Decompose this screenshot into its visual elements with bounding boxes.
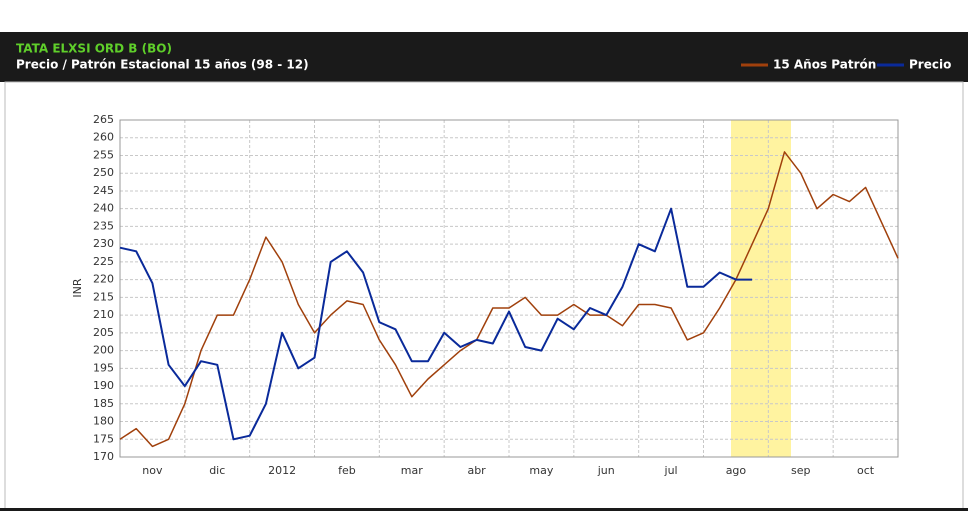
x-tick-label: jul bbox=[664, 464, 678, 477]
y-tick-label: 170 bbox=[93, 450, 114, 463]
y-tick-label: 240 bbox=[93, 202, 114, 215]
chart-title: TATA ELXSI ORD B (BO) bbox=[16, 42, 172, 56]
x-tick-label: ago bbox=[726, 464, 747, 477]
y-tick-label: 245 bbox=[93, 184, 114, 197]
y-tick-label: 255 bbox=[93, 148, 114, 161]
panel bbox=[4, 81, 964, 511]
chart-subtitle: Precio / Patrón Estacional 15 años (98 -… bbox=[16, 58, 309, 72]
x-tick-label: 2012 bbox=[268, 464, 296, 477]
footer-bar bbox=[0, 508, 968, 511]
x-tick-label: nov bbox=[142, 464, 163, 477]
legend-label: 15 Años Patrón bbox=[773, 58, 876, 72]
y-tick-label: 260 bbox=[93, 131, 114, 144]
y-tick-label: 250 bbox=[93, 166, 114, 179]
y-tick-label: 190 bbox=[93, 379, 114, 392]
y-tick-label: 180 bbox=[93, 415, 114, 428]
y-tick-label: 265 bbox=[93, 113, 114, 126]
series-line bbox=[119, 207, 753, 441]
x-tick-label: jun bbox=[597, 464, 615, 477]
y-tick-label: 215 bbox=[93, 290, 114, 303]
y-axis-label: INR bbox=[71, 278, 84, 297]
y-tick-label: 185 bbox=[93, 397, 114, 410]
y-tick-label: 205 bbox=[93, 326, 114, 339]
y-tick-label: 210 bbox=[93, 308, 114, 321]
y-tick-label: 200 bbox=[93, 344, 114, 357]
plot-frame bbox=[119, 119, 899, 458]
highlight-band bbox=[731, 120, 791, 457]
x-tick-label: mar bbox=[401, 464, 423, 477]
x-tick-label: dic bbox=[209, 464, 225, 477]
x-tick-label: oct bbox=[857, 464, 875, 477]
x-tick-label: may bbox=[529, 464, 553, 477]
x-tick-label: feb bbox=[338, 464, 356, 477]
y-tick-label: 195 bbox=[93, 361, 114, 374]
x-tick-label: sep bbox=[791, 464, 810, 477]
y-tick-label: 175 bbox=[93, 432, 114, 445]
y-tick-label: 235 bbox=[93, 219, 114, 232]
legend-label: Precio bbox=[909, 58, 951, 72]
y-tick-label: 225 bbox=[93, 255, 114, 268]
header-bar bbox=[0, 32, 968, 82]
x-tick-label: abr bbox=[467, 464, 486, 477]
y-tick-label: 230 bbox=[93, 237, 114, 250]
series-line bbox=[119, 151, 899, 448]
y-tick-label: 220 bbox=[93, 273, 114, 286]
